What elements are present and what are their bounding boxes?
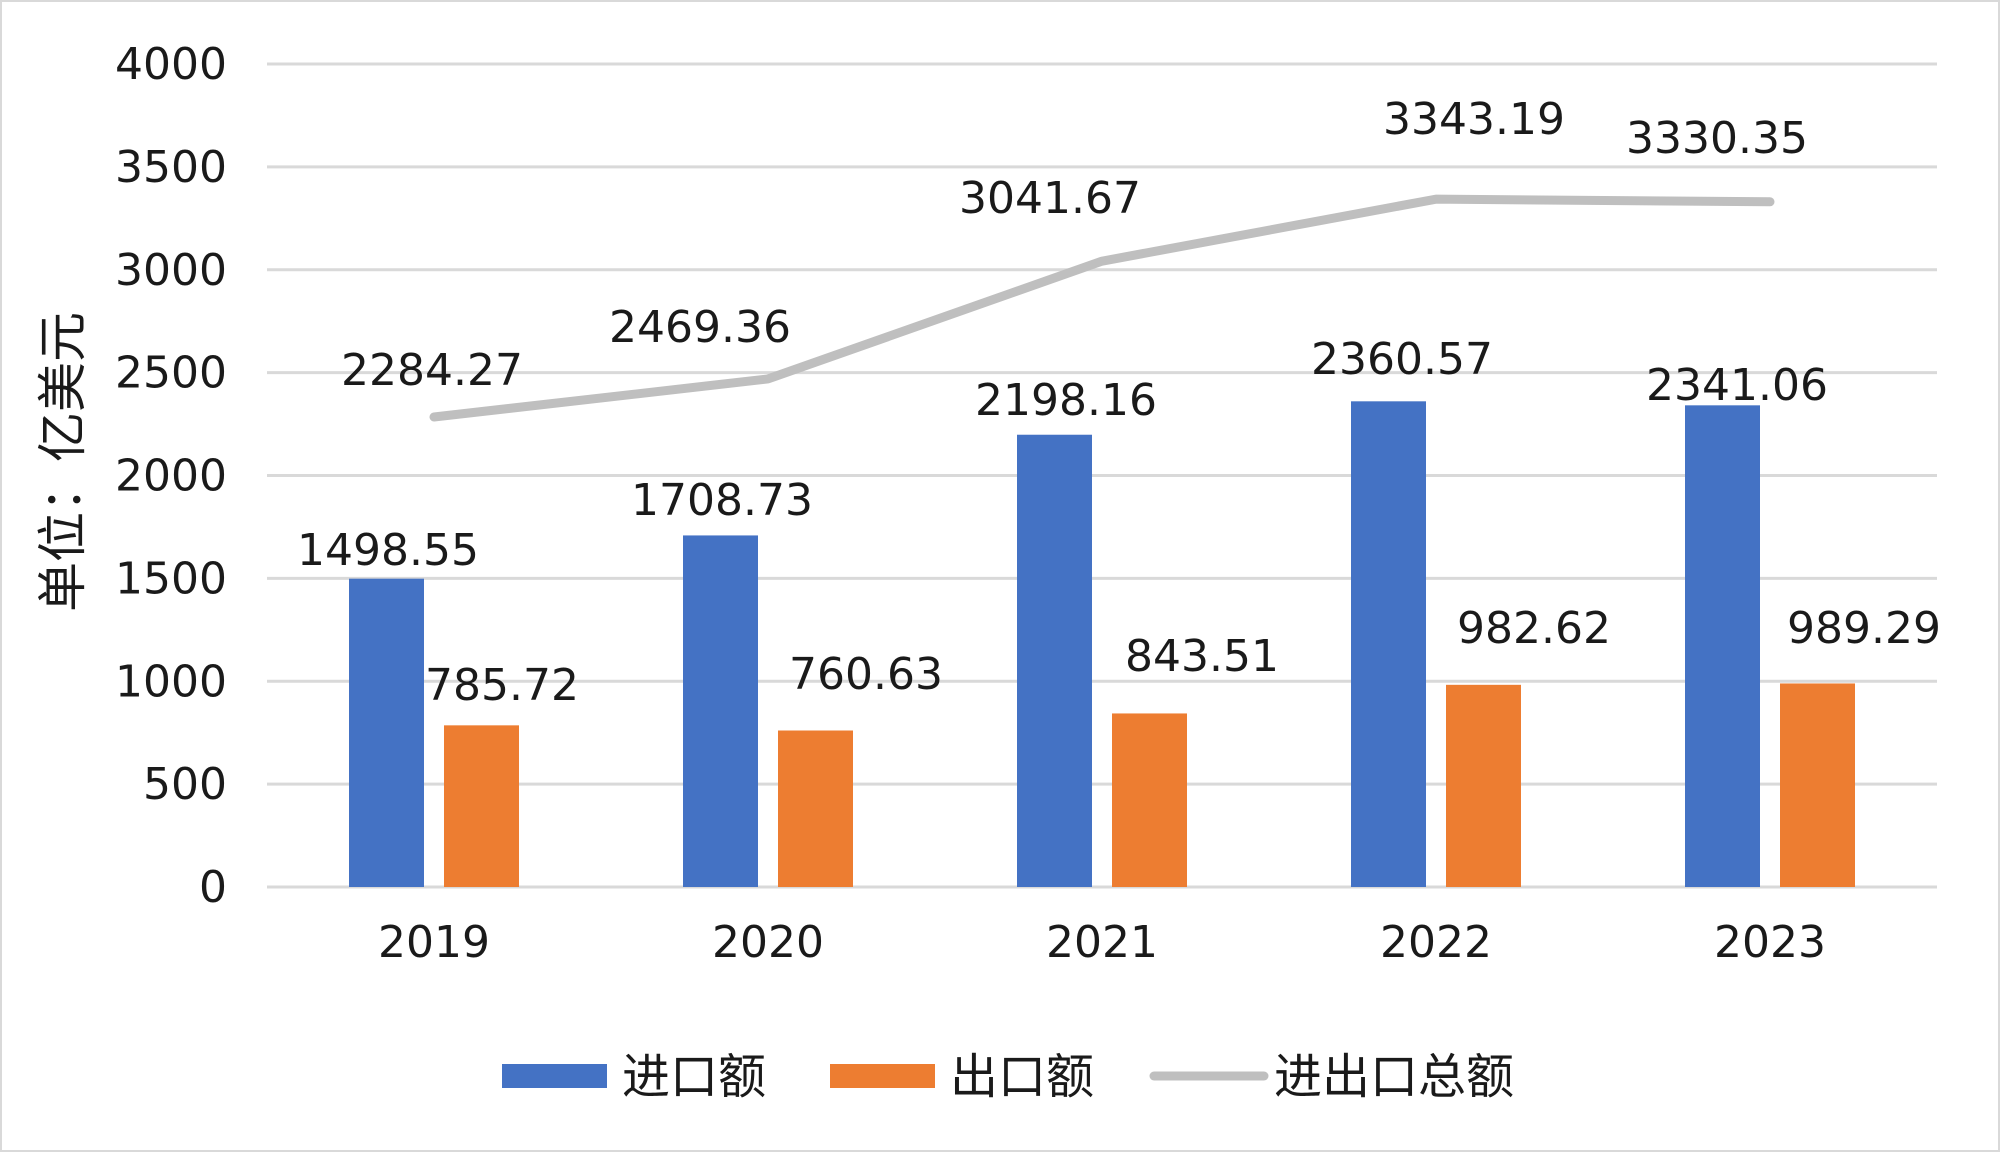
gridlines [267, 62, 1937, 889]
total-value-label: 2284.27 [341, 345, 523, 396]
export-value-label: 785.72 [425, 660, 579, 711]
x-tick-labels: 2019 2020 2021 2022 2023 [378, 917, 1826, 968]
legend-swatch [502, 1064, 607, 1088]
legend-item-export: 出口额 [830, 1049, 1094, 1105]
legend-item-total: 进出口总额 [1149, 1049, 1514, 1105]
legend: 进口额 出口额 进出口总额 [502, 1049, 1514, 1105]
total-value-label: 3041.67 [959, 173, 1141, 224]
export-bar [778, 730, 853, 887]
total-value-label: 2469.36 [609, 302, 791, 353]
import-value-label: 2360.57 [1311, 334, 1493, 385]
y-tick-label: 3500 [115, 142, 227, 193]
total-line [429, 194, 1775, 422]
x-tick-label: 2020 [712, 917, 824, 968]
export-value-label: 760.63 [789, 649, 943, 700]
x-tick-label: 2021 [1046, 917, 1158, 968]
import-value-label: 1498.55 [297, 525, 479, 576]
legend-label: 进口额 [622, 1049, 766, 1105]
export-value-label: 982.62 [1457, 603, 1611, 654]
total-line-group [429, 194, 1775, 422]
legend-item-import: 进口额 [502, 1049, 766, 1105]
total-value-label: 3343.19 [1383, 94, 1565, 145]
y-tick-label: 500 [143, 759, 227, 810]
y-axis-title: 单位：亿美元 [34, 312, 92, 612]
export-bar [444, 725, 519, 887]
export-bar [1446, 684, 1521, 887]
legend-label: 进出口总额 [1274, 1049, 1514, 1105]
import-value-label: 2198.16 [975, 375, 1157, 426]
import-bar [1351, 401, 1426, 887]
export-bar [1112, 713, 1187, 887]
import-bar [349, 578, 424, 887]
bars [349, 401, 1855, 887]
import-bar [683, 535, 758, 887]
data-labels: 1498.55 1708.73 2198.16 2360.57 2341.06 785.7… [297, 94, 1941, 711]
export-value-label: 843.51 [1125, 631, 1279, 682]
y-tick-label: 4000 [115, 39, 227, 90]
x-tick-label: 2019 [378, 917, 490, 968]
import-bar [1685, 405, 1760, 887]
y-tick-label: 2500 [115, 348, 227, 399]
y-tick-label: 3000 [115, 245, 227, 296]
y-tick-labels: 0 500 1000 1500 2000 2500 3000 3500 4000 [115, 39, 227, 913]
legend-label: 出口额 [950, 1049, 1094, 1105]
total-value-label: 3330.35 [1626, 113, 1808, 164]
y-tick-label: 1500 [115, 553, 227, 604]
x-tick-label: 2023 [1714, 917, 1826, 968]
export-bar [1780, 683, 1855, 887]
x-tick-label: 2022 [1380, 917, 1492, 968]
legend-swatch [830, 1064, 935, 1088]
y-tick-label: 0 [199, 862, 227, 913]
import-bar [1017, 434, 1092, 887]
y-tick-label: 2000 [115, 451, 227, 502]
import-value-label: 2341.06 [1646, 360, 1828, 411]
y-tick-label: 1000 [115, 656, 227, 707]
export-value-label: 989.29 [1787, 603, 1941, 654]
import-value-label: 1708.73 [631, 475, 813, 526]
